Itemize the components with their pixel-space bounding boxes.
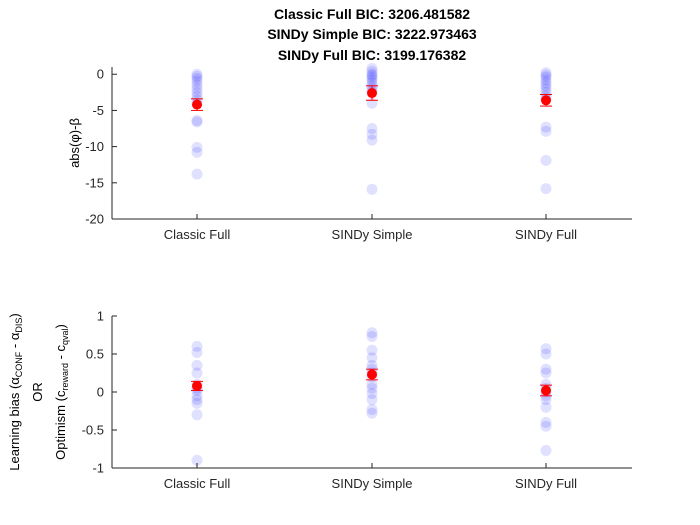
data-point: [540, 77, 552, 89]
y-tick-label: -20: [85, 212, 104, 227]
data-point: [366, 62, 378, 74]
data-point: [366, 331, 378, 343]
data-point: [540, 86, 552, 98]
data-point: [191, 146, 203, 158]
data-point: [191, 409, 203, 421]
data-point: [366, 378, 378, 390]
data-point: [540, 80, 552, 92]
data-point: [191, 83, 203, 95]
data-point: [191, 115, 203, 127]
data-point: [540, 394, 552, 406]
data-point: [366, 74, 378, 86]
x-tick-label: Classic Full: [164, 476, 231, 491]
mean-marker: [367, 88, 377, 99]
y-tick-label: 0.5: [86, 347, 104, 362]
top-scatter-panel: 0 -5 -10 -15 -20 Classic Full SINDy Simple SIND…: [67, 62, 632, 242]
data-point: [366, 70, 378, 82]
data-point: [540, 74, 552, 86]
figure-title-line-2: SINDy Simple BIC: 3222.973463: [267, 26, 477, 42]
mean-marker: [192, 99, 202, 110]
y-axis-label-bottom-line-3: Optimism (creward - cqval): [53, 324, 70, 460]
y-axis-label-bottom-line-2: OR: [30, 382, 45, 402]
data-point: [366, 65, 378, 77]
y-tick-label: -15: [85, 175, 104, 190]
mean-marker: [541, 95, 551, 106]
data-point: [191, 340, 203, 352]
data-point: [366, 68, 378, 80]
data-point: [540, 154, 552, 166]
data-point: [366, 123, 378, 135]
data-point: [191, 70, 203, 82]
x-tick-label: SINDy Simple: [332, 476, 413, 491]
data-point: [366, 394, 378, 406]
data-point: [366, 407, 378, 419]
data-point: [366, 344, 378, 356]
figure-title-line-3: SINDy Full BIC: 3199.176382: [277, 47, 467, 63]
data-point: [540, 416, 552, 428]
mean-marker: [192, 380, 202, 391]
data-point: [191, 454, 203, 466]
data-point: [366, 382, 378, 394]
data-point: [191, 367, 203, 379]
data-point: [366, 403, 378, 415]
data-point: [540, 363, 552, 375]
data-point: [366, 72, 378, 84]
data-point: [366, 128, 378, 140]
y-axis-label-top: abs(φ)-β: [67, 118, 82, 168]
data-point: [366, 359, 378, 371]
y-axis-label-bottom-line-1: Learning bias (αCONF - αDIS): [7, 313, 24, 470]
data-point: [366, 388, 378, 400]
data-point: [191, 397, 203, 409]
data-point: [191, 75, 203, 87]
data-point: [540, 71, 552, 83]
y-tick-label: -0.5: [82, 423, 104, 438]
y-tick-label: -1: [92, 461, 104, 476]
data-point: [540, 367, 552, 379]
y-tick-label: 0: [97, 67, 104, 82]
data-point: [191, 73, 203, 85]
data-point: [366, 352, 378, 364]
x-tick-label: SINDy Full: [515, 476, 577, 491]
data-point: [540, 445, 552, 457]
y-tick-label: -10: [85, 139, 104, 154]
data-point: [191, 68, 203, 80]
data-point: [366, 327, 378, 339]
data-point: [540, 343, 552, 355]
y-tick-label: 1: [97, 309, 104, 324]
data-point: [191, 141, 203, 153]
data-point: [540, 67, 552, 79]
data-point: [191, 168, 203, 180]
x-tick-label: Classic Full: [164, 227, 231, 242]
data-point: [191, 390, 203, 402]
data-point: [540, 83, 552, 95]
x-tick-label: SINDy Simple: [332, 227, 413, 242]
data-point: [540, 401, 552, 413]
figure-title-line-1: Classic Full BIC: 3206.481582: [273, 6, 471, 22]
data-point: [191, 359, 203, 371]
data-point: [366, 183, 378, 195]
mean-marker: [367, 369, 377, 380]
y-tick-label: -5: [92, 103, 104, 118]
data-point: [191, 86, 203, 98]
x-tick-label: SINDy Full: [515, 227, 577, 242]
bottom-scatter-panel: 1 0.5 0 -0.5 -1 Classic Full SINDy Simple SINDy…: [7, 309, 632, 491]
data-point: [540, 125, 552, 137]
data-point: [540, 183, 552, 195]
data-point: [540, 420, 552, 432]
data-point: [540, 69, 552, 81]
mean-marker: [541, 385, 551, 396]
data-point: [366, 134, 378, 146]
data-point: [191, 79, 203, 91]
y-tick-label: 0: [97, 385, 104, 400]
data-point: [540, 121, 552, 133]
data-point: [191, 116, 203, 128]
data-point: [191, 394, 203, 406]
data-point: [540, 348, 552, 360]
data-point: [191, 346, 203, 358]
